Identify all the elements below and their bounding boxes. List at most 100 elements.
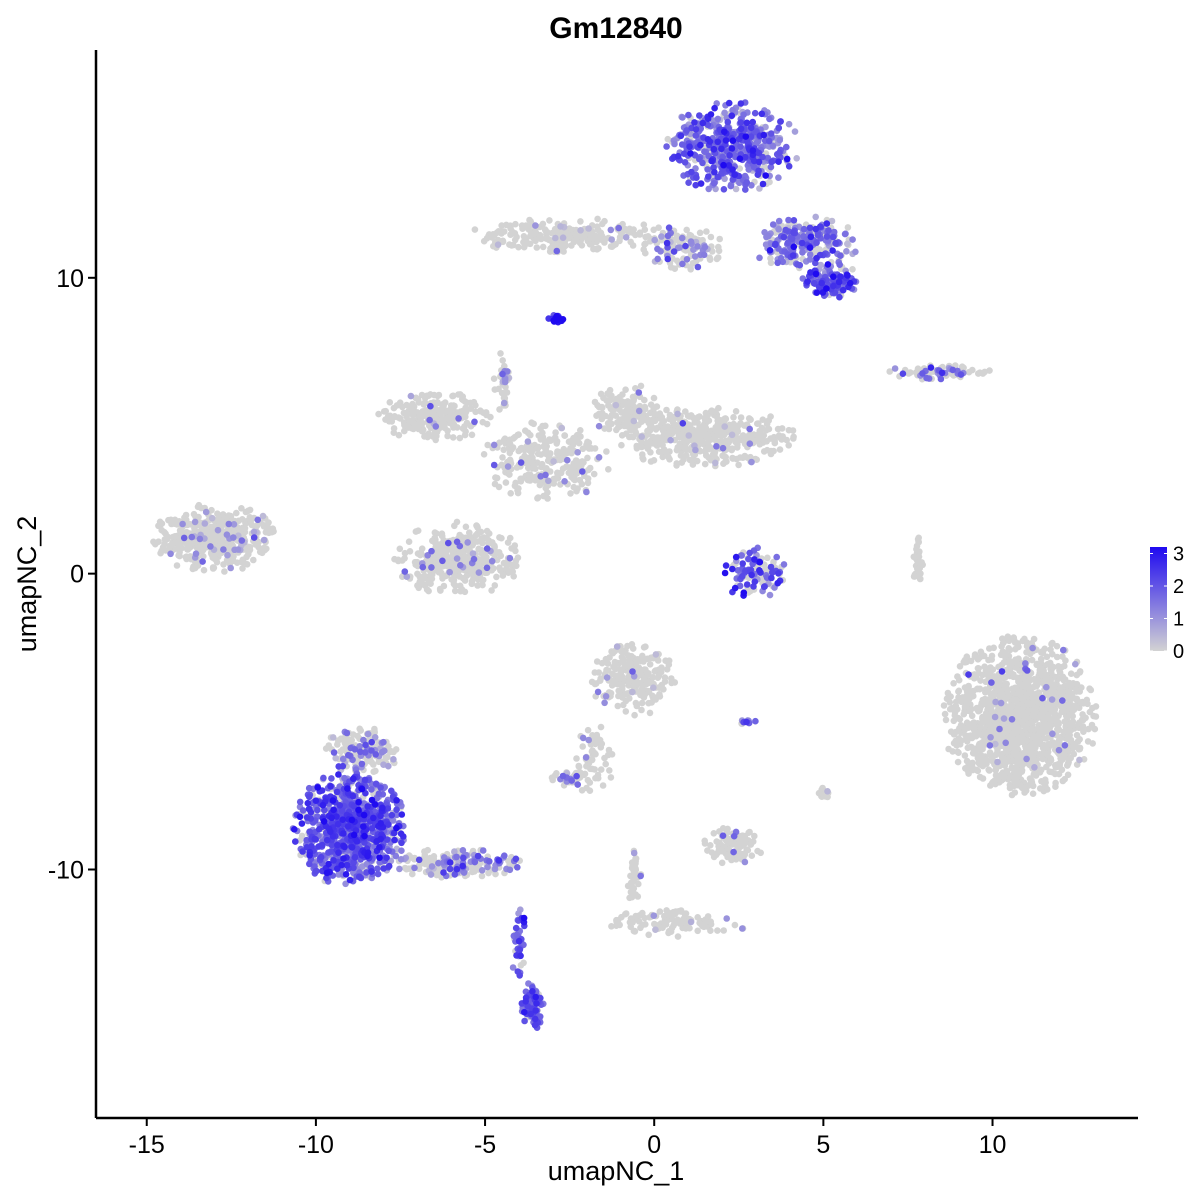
cell-point	[390, 748, 397, 756]
cell-point	[547, 245, 554, 252]
cell-point	[719, 848, 726, 855]
cell-point	[844, 240, 851, 248]
cell-point	[963, 757, 971, 765]
cell-point	[1008, 660, 1016, 667]
cell-point	[551, 772, 559, 779]
cell-point	[221, 568, 228, 575]
cell-point	[955, 694, 962, 701]
cell-point	[689, 461, 697, 468]
cell-point	[494, 241, 502, 248]
cell-point	[498, 534, 505, 542]
cell-point	[472, 531, 480, 539]
cell-point	[539, 433, 547, 441]
cell-point	[437, 587, 444, 594]
cell-point	[491, 582, 499, 589]
cell-point	[694, 927, 701, 935]
cell-point	[1061, 662, 1068, 670]
cell-point	[1018, 768, 1026, 775]
cell-point	[910, 553, 918, 561]
cell-point	[707, 927, 714, 934]
cell-point	[1007, 734, 1015, 742]
cell-point	[506, 534, 514, 542]
cell-point	[663, 666, 671, 673]
cell-point	[988, 652, 996, 660]
cell-point	[1026, 650, 1034, 658]
cell-point	[570, 238, 578, 246]
cell-point	[471, 226, 479, 233]
cell-point	[654, 657, 662, 664]
cell-point	[1059, 653, 1066, 660]
cell-point	[612, 397, 620, 404]
cell-point	[701, 837, 708, 845]
cell-point	[1033, 661, 1040, 669]
cell-point	[540, 442, 548, 450]
cell-point	[451, 587, 459, 595]
cell-point	[994, 758, 1001, 766]
cell-point	[644, 233, 652, 240]
cell-point	[173, 562, 181, 569]
cell-point	[775, 432, 783, 439]
cell-point	[655, 224, 662, 231]
cell-point	[671, 265, 679, 273]
cell-point	[508, 545, 515, 552]
cell-point	[1003, 680, 1010, 688]
cell-point	[976, 745, 983, 753]
cell-point	[849, 266, 856, 273]
cell-point	[435, 569, 443, 576]
cell-point	[716, 423, 723, 430]
cell-point	[952, 702, 960, 710]
cell-point	[638, 681, 646, 689]
cell-point	[1027, 749, 1035, 757]
cell-point	[1029, 699, 1036, 707]
cell-point	[613, 643, 621, 650]
cell-point	[584, 726, 592, 734]
cell-point	[721, 423, 728, 430]
cell-point	[663, 449, 670, 456]
cell-point	[587, 233, 595, 241]
cell-point	[622, 386, 629, 394]
cell-point	[497, 567, 504, 574]
cell-point	[602, 235, 609, 243]
cell-point	[636, 231, 644, 238]
cell-point	[430, 853, 438, 860]
cell-point	[469, 868, 476, 876]
cell-point	[707, 233, 715, 241]
cell-point	[541, 449, 549, 457]
cell-point	[764, 554, 771, 562]
cell-point	[534, 494, 542, 501]
cell-point	[985, 766, 992, 773]
cell-point	[950, 680, 957, 687]
cell-point	[1073, 680, 1081, 688]
cell-point	[525, 445, 533, 453]
cell-point	[230, 557, 237, 565]
cell-point	[161, 536, 169, 543]
cell-point	[731, 921, 739, 929]
cell-point	[498, 222, 506, 229]
cell-point	[493, 474, 501, 482]
cell-point	[472, 402, 479, 409]
cell-point	[812, 213, 819, 221]
cell-point	[757, 849, 764, 857]
cell-point	[715, 404, 722, 412]
cell-point	[655, 448, 663, 456]
cell-point	[994, 746, 1001, 754]
cell-point	[243, 561, 251, 568]
cell-point	[694, 434, 702, 442]
cell-point	[473, 523, 481, 530]
cell-point	[651, 410, 659, 418]
cell-point	[965, 770, 972, 777]
cell-point	[700, 422, 707, 430]
cell-point	[524, 464, 532, 472]
cell-point	[602, 760, 609, 768]
cell-point	[642, 240, 649, 247]
cell-point	[370, 768, 378, 775]
cell-point	[916, 564, 924, 572]
cell-point	[662, 423, 669, 431]
cell-point	[420, 401, 428, 408]
cell-point	[679, 919, 686, 926]
cell-point	[1047, 669, 1055, 676]
cell-point	[573, 755, 580, 762]
cell-point	[594, 734, 601, 742]
cell-point	[646, 709, 654, 717]
cell-point	[629, 645, 637, 652]
